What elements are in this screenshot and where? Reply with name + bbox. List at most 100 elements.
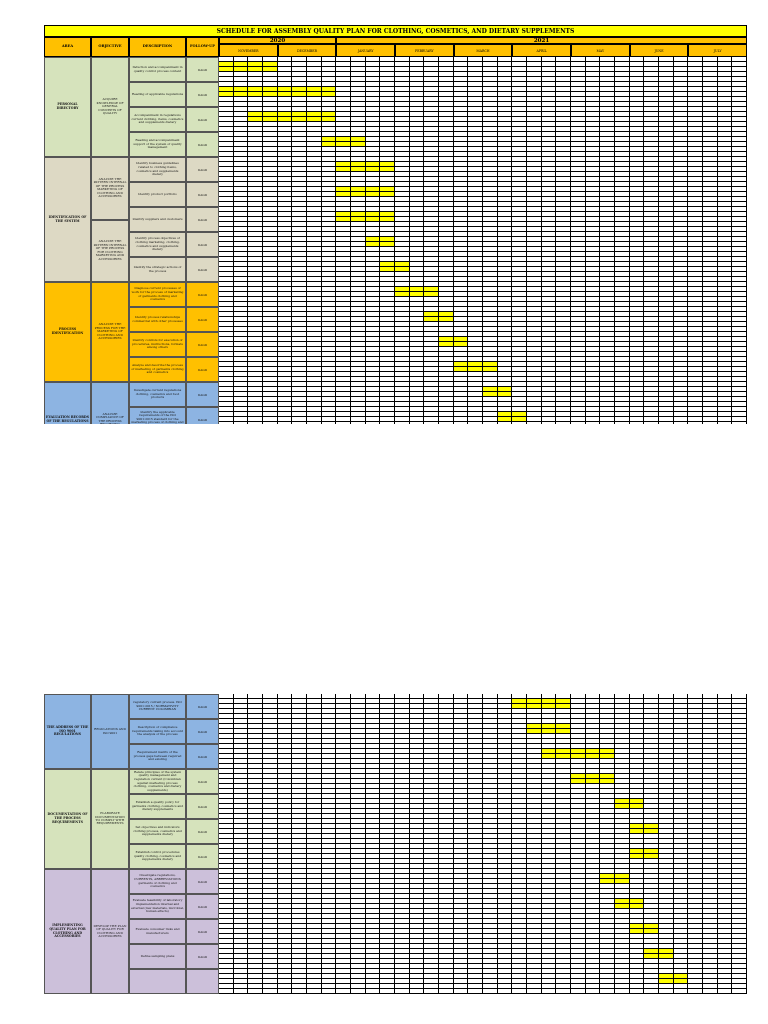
schedule-cell xyxy=(395,82,410,87)
task-description: Identify business guidelines related to … xyxy=(129,157,186,182)
schedule-cell xyxy=(233,77,249,82)
schedule-cell-active xyxy=(248,92,263,97)
schedule-cell xyxy=(585,102,601,107)
schedule-cell xyxy=(263,122,278,127)
schedule-cell xyxy=(497,62,513,67)
schedule-cell xyxy=(468,77,483,82)
schedule-cell xyxy=(688,97,703,102)
schedule-cell xyxy=(600,92,615,97)
schedule-cell xyxy=(644,57,659,62)
schedule-cell xyxy=(336,97,351,102)
month-header-january: JANUARY xyxy=(336,44,395,57)
schedule-cell xyxy=(512,422,527,424)
schedule-cell xyxy=(732,57,747,62)
schedule-cell-active xyxy=(219,62,234,67)
section-objective: ANALYZE COMPLIANCE OF THE PROCESS REGARD… xyxy=(91,382,129,424)
schedule-cell xyxy=(468,82,483,87)
schedule-cell xyxy=(688,82,703,87)
schedule-cell xyxy=(336,112,351,117)
section-area-label: IMPLEMENTING QUALITY PLAN FOR CLOTHING A… xyxy=(44,869,91,994)
schedule-cell xyxy=(629,72,645,77)
schedule-cell xyxy=(717,72,733,77)
schedule-cell xyxy=(409,112,425,117)
section-area-label: PERSONAL DIRECTORY xyxy=(44,57,91,157)
task-follow-up: DAGD xyxy=(186,819,219,844)
schedule-cell xyxy=(615,107,630,112)
schedule-cell xyxy=(717,107,733,112)
schedule-cell xyxy=(365,87,381,92)
task-description: Relate principles of the system quality … xyxy=(129,769,186,794)
schedule-cell xyxy=(336,87,351,92)
schedule-cell xyxy=(307,107,322,112)
schedule-cell xyxy=(380,422,395,424)
schedule-cell xyxy=(307,422,322,424)
schedule-cell xyxy=(409,57,425,62)
schedule-cell xyxy=(233,57,249,62)
schedule-cell xyxy=(365,72,381,77)
schedule-cell xyxy=(674,422,689,424)
year-2021-header: 2021 xyxy=(336,37,747,44)
task-follow-up: DAGD xyxy=(186,82,219,107)
schedule-cell xyxy=(732,87,747,92)
schedule-cell xyxy=(351,72,366,77)
schedule-cell xyxy=(732,422,747,424)
schedule-cell xyxy=(629,92,645,97)
task-follow-up: DAGD xyxy=(186,407,219,424)
task-description: Investigate regulations, CURRENTS, ABBRE… xyxy=(129,869,186,894)
schedule-cell xyxy=(292,82,307,87)
schedule-cell xyxy=(454,422,469,424)
schedule-cell xyxy=(483,67,498,72)
schedule-cell xyxy=(439,422,454,424)
schedule-cell xyxy=(395,57,410,62)
schedule-cell xyxy=(585,72,601,77)
schedule-cell xyxy=(307,102,322,107)
schedule-cell xyxy=(659,87,674,92)
schedule-cell xyxy=(380,92,395,97)
task-description: Evaluate consumer risks and manufacturer… xyxy=(129,919,186,944)
schedule-cell-active xyxy=(263,87,278,92)
schedule-cell xyxy=(512,112,527,117)
schedule-cell xyxy=(527,87,542,92)
schedule-cell xyxy=(512,62,527,67)
schedule-cell xyxy=(571,112,586,117)
schedule-cell xyxy=(600,117,615,122)
schedule-cell xyxy=(673,117,689,122)
schedule-cell xyxy=(409,92,425,97)
schedule-cell xyxy=(278,422,293,424)
schedule-cell xyxy=(365,97,381,102)
schedule-cell xyxy=(630,422,645,424)
task-description: Requirement matrix of the process gaps b… xyxy=(129,744,186,769)
schedule-cell xyxy=(409,97,425,102)
schedule-cell xyxy=(556,102,571,107)
schedule-cell xyxy=(512,107,527,112)
schedule-cell xyxy=(439,57,454,62)
task-description xyxy=(129,969,186,994)
schedule-cell xyxy=(703,77,718,82)
schedule-cell-active xyxy=(292,92,307,97)
schedule-cell xyxy=(556,117,571,122)
schedule-cell xyxy=(732,112,747,117)
schedule-cell xyxy=(336,77,351,82)
schedule-cell xyxy=(585,92,601,97)
schedule-cell xyxy=(732,117,747,122)
schedule-cell xyxy=(717,77,733,82)
schedule-cell xyxy=(424,112,439,117)
schedule-cell xyxy=(424,97,439,102)
task-description: Identify the strategic actions of the pr… xyxy=(129,257,186,282)
month-header-may: MAY xyxy=(571,44,630,57)
schedule-cell xyxy=(497,82,513,87)
task-follow-up: DAGD xyxy=(186,694,219,719)
schedule-cell xyxy=(527,422,542,424)
schedule-cell xyxy=(497,92,513,97)
task-description: Identify the applicable requirements of … xyxy=(129,407,186,424)
schedule-cell-active xyxy=(321,92,337,97)
task-description: Identify controls for execution of proce… xyxy=(129,332,186,357)
schedule-cell xyxy=(732,92,747,97)
month-header-march: MARCH xyxy=(453,44,513,57)
schedule-cell xyxy=(600,112,615,117)
schedule-cell xyxy=(351,82,366,87)
schedule-cell xyxy=(336,102,351,107)
schedule-cell xyxy=(336,62,351,67)
schedule-cell xyxy=(659,92,674,97)
schedule-cell xyxy=(673,67,689,72)
